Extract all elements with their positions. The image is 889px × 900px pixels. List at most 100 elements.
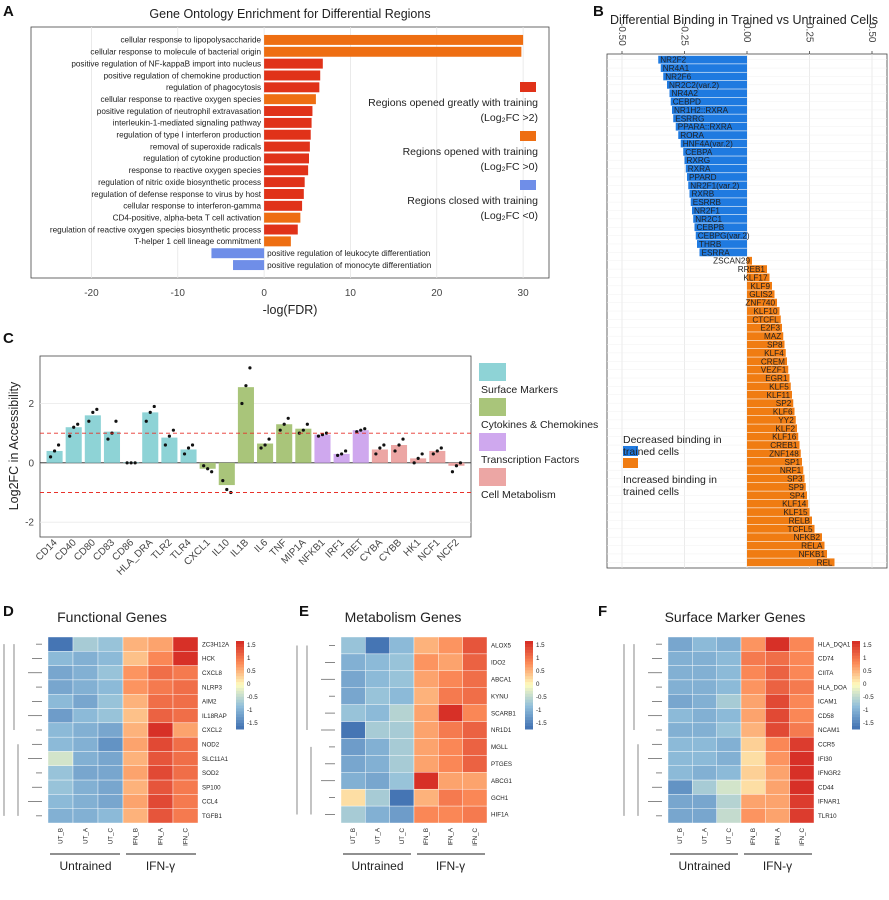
panel-b-bar xyxy=(747,441,800,449)
heatmap-cell xyxy=(413,704,439,722)
panel-c-point xyxy=(244,384,248,388)
heatmap-cell xyxy=(365,755,390,773)
heatmap-cell xyxy=(147,651,174,666)
panel-a-bar-label: regulation of defense response to virus … xyxy=(91,190,261,199)
panel-b-bar xyxy=(747,424,797,433)
panel-b-bar-label: NRF1 xyxy=(780,466,802,475)
heatmap-cell xyxy=(765,751,790,766)
heatmap-cell xyxy=(389,653,415,672)
heatmap-row-label: KYNU xyxy=(491,693,508,700)
heatmap-cell xyxy=(47,636,74,652)
panel-c-point xyxy=(106,437,110,441)
color-scale-step xyxy=(236,676,244,680)
panel-c-point xyxy=(320,433,325,437)
panel-b-bar-label: CEBPD xyxy=(673,98,701,107)
color-scale-step xyxy=(525,705,533,709)
panel-c-point xyxy=(91,410,95,414)
heatmap-cell xyxy=(789,636,815,652)
heatmap-cell xyxy=(172,708,199,724)
panel-c-point xyxy=(435,449,439,453)
heatmap-cell xyxy=(172,665,199,681)
color-scale-tick: 1.5 xyxy=(863,642,872,649)
color-scale-tick: 1 xyxy=(536,655,540,662)
panel-a-legend: Regions opened greatly with training (Log… xyxy=(368,82,538,222)
panel-c-point xyxy=(167,434,171,438)
heatmap-cell xyxy=(172,794,199,809)
color-scale-step xyxy=(525,643,533,648)
panel-b: B Differential Binding in Trained vs Unt… xyxy=(593,3,888,569)
heatmap-col-label: IFN_C xyxy=(799,827,806,845)
panel-b-title: Differential Binding in Trained vs Untra… xyxy=(610,13,878,27)
heatmap-cell xyxy=(47,694,74,709)
heatmap-cell xyxy=(716,679,742,695)
panel-c-point xyxy=(324,431,329,435)
panel-a-bar-label: regulation of cytokine production xyxy=(143,154,261,163)
heatmap-cell xyxy=(122,708,149,724)
panel-b-legend-text: Decreased binding in xyxy=(623,434,722,446)
heatmap-cell xyxy=(340,772,366,790)
panel-b-bar xyxy=(678,131,747,139)
heatmap-cell xyxy=(692,779,717,795)
panel-c-point xyxy=(316,434,321,438)
panel-c-bar xyxy=(161,437,178,463)
panel-b-bar xyxy=(747,290,775,299)
heatmap-cell xyxy=(462,653,488,672)
panel-c-point xyxy=(420,452,424,456)
panel-b-bar-label: RXRA xyxy=(688,165,711,174)
heatmap-cell xyxy=(389,636,415,655)
panel-b-bar-label: KLF14 xyxy=(782,500,807,509)
panel-a-legend-text: Regions closed with training xyxy=(407,195,538,207)
heatmap-cell xyxy=(340,704,366,722)
panel-c-bar xyxy=(371,449,388,463)
panel-c-legend-text: Surface Markers xyxy=(481,384,558,396)
heatmap-cell xyxy=(97,794,124,809)
color-scale-step xyxy=(236,643,244,648)
panel-b-bar-label: NR2C2(var.2) xyxy=(669,81,719,90)
heatmap-cell xyxy=(340,755,366,773)
heatmap-cell xyxy=(765,679,790,695)
heatmap-cell xyxy=(740,636,766,652)
heatmap-cell xyxy=(72,765,99,781)
heatmap-cell xyxy=(389,788,415,807)
heatmap-cell xyxy=(413,772,439,790)
color-scale-tick: 0 xyxy=(536,681,540,688)
color-scale-step xyxy=(852,690,860,695)
panel-a-bar-label: regulation of reactive oxygen species bi… xyxy=(50,225,261,234)
color-scale-step xyxy=(852,643,860,648)
panel-b-x-ticks: -0.50 -0.25 0.00 0.25 0.50 xyxy=(616,23,877,54)
heatmap-cell xyxy=(122,808,149,824)
panel-c-bar xyxy=(142,412,159,463)
heatmap-row-label: CD74 xyxy=(818,656,834,663)
color-scale-tick: 1.5 xyxy=(536,642,545,649)
panel-c-y-tick: 0 xyxy=(28,458,34,469)
heatmap-cell xyxy=(413,755,439,773)
panel-a-legend-text: Regions opened with training xyxy=(403,146,539,158)
heatmap-cell xyxy=(789,665,815,681)
panel-c-bar xyxy=(429,450,446,463)
color-scale-step xyxy=(236,705,244,709)
heatmap-cell xyxy=(789,779,815,795)
color-scale-step xyxy=(525,693,533,698)
color-scale-step xyxy=(525,661,533,665)
heatmap-cell xyxy=(692,636,717,652)
group-label-ifn: IFN-γ xyxy=(436,859,465,873)
panel-a-bar-label: positive regulation of monocyte differen… xyxy=(267,261,432,270)
heatmap-cell xyxy=(122,679,149,695)
color-scale-step xyxy=(236,673,244,677)
panel-b-bar xyxy=(747,491,807,500)
panel-c-legend-swatch xyxy=(479,468,506,486)
panel-c-point xyxy=(267,437,271,441)
heatmap-cell xyxy=(789,808,815,824)
heatmap-cell xyxy=(765,694,790,709)
heatmap-cell xyxy=(340,687,366,705)
panel-b-bar xyxy=(747,483,806,491)
panel-a-bar-label: CD4-positive, alpha-beta T cell activati… xyxy=(113,213,262,222)
heatmap-cell xyxy=(97,665,124,681)
color-scale-step xyxy=(852,726,860,730)
color-scale-step xyxy=(236,667,244,671)
panel-c-point xyxy=(355,430,359,434)
heatmap-cell xyxy=(716,651,742,666)
panel-d: D Functional Genes ZC3H12A HCK CXCL8 NLRP3 A… xyxy=(3,603,258,873)
panel-a-bar xyxy=(264,106,313,117)
panel-c-bar xyxy=(410,458,427,463)
